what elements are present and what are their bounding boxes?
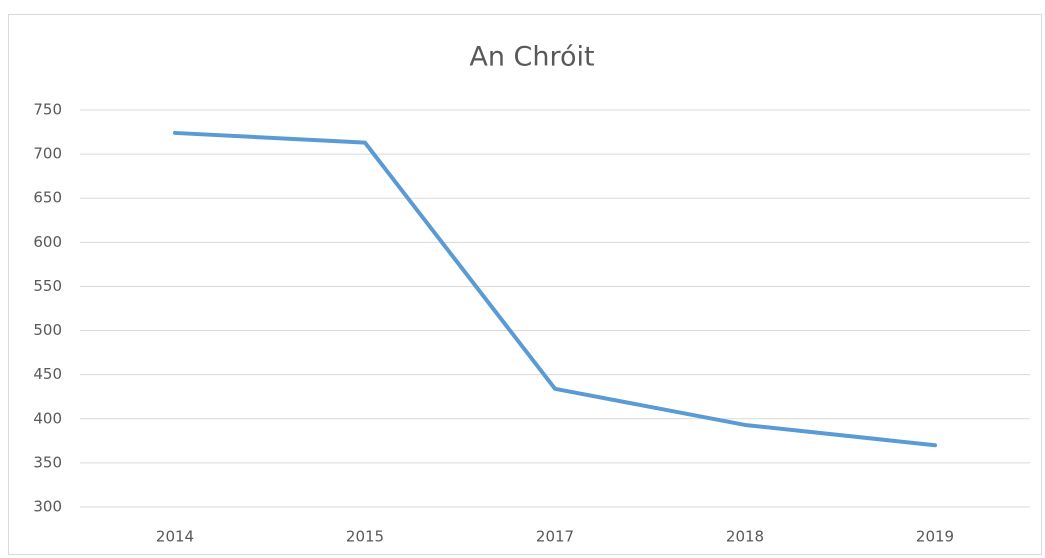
x-tick-label: 2018 <box>726 528 764 546</box>
x-tick-label: 2015 <box>346 528 384 546</box>
y-tick-label: 500 <box>33 321 62 339</box>
y-tick-label: 350 <box>33 453 62 471</box>
y-tick-label: 450 <box>33 365 62 383</box>
chart-frame <box>8 14 1042 555</box>
y-tick-label: 750 <box>33 101 62 119</box>
chart-title: An Chróit <box>469 42 594 73</box>
data-line <box>173 130 937 448</box>
y-tick-label: 650 <box>33 189 62 207</box>
y-tick-label: 600 <box>33 233 62 251</box>
y-tick-label: 400 <box>33 409 62 427</box>
y-tick-label: 700 <box>33 145 62 163</box>
x-tick-label: 2017 <box>536 528 574 546</box>
x-tick-label: 2019 <box>916 528 954 546</box>
x-tick-label: 2014 <box>156 528 194 546</box>
y-tick-label: 300 <box>33 498 62 516</box>
y-tick-label: 550 <box>33 277 62 295</box>
